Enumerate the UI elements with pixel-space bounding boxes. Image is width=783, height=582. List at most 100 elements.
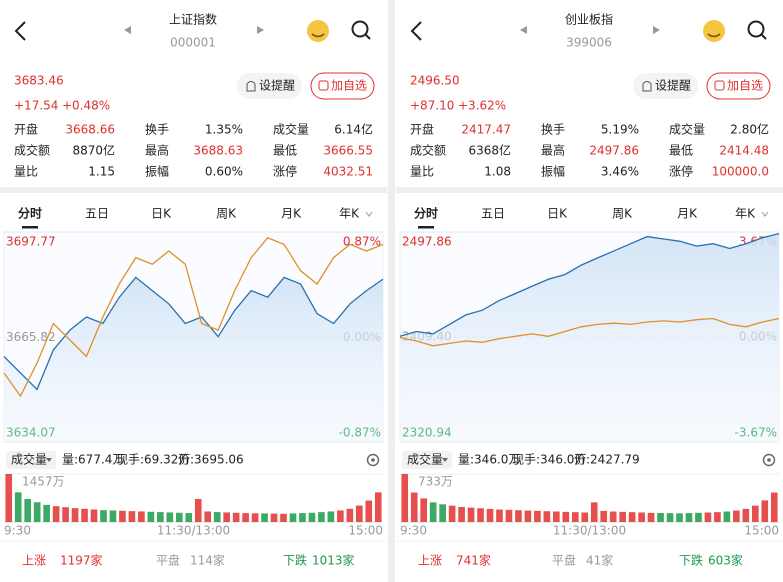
volume-bar	[128, 511, 136, 522]
chart-tab[interactable]: 周K	[612, 207, 633, 221]
breadth-count: 1013家	[312, 553, 355, 568]
next-arrow[interactable]	[653, 26, 660, 34]
remind-button[interactable]	[633, 73, 698, 99]
volume-menu[interactable]	[402, 451, 452, 469]
average-line	[3, 237, 384, 398]
volume-bar	[147, 511, 155, 522]
volume-bar	[486, 508, 494, 522]
settings-icon-core	[371, 458, 375, 462]
volume-bar	[90, 509, 98, 522]
time-label: 11:30/13:00	[553, 524, 626, 538]
mascot-face	[311, 33, 325, 38]
chart-tab[interactable]: 日K	[547, 207, 568, 221]
volume-bar	[33, 502, 41, 522]
chart-tab[interactable]: 年K	[735, 207, 756, 221]
breadth-count: 41家	[586, 553, 613, 568]
chart-tab[interactable]: 五日	[85, 207, 109, 221]
active-tab-underline	[418, 226, 434, 229]
stat-label: 最高	[145, 143, 169, 158]
chart-tab[interactable]: 分时	[414, 206, 438, 221]
volume-bar	[439, 504, 446, 522]
search-icon[interactable]	[747, 20, 765, 38]
back-button[interactable]	[14, 21, 26, 41]
stat-label: 开盘	[14, 122, 38, 137]
volume-bar	[590, 502, 598, 522]
volume-bar	[638, 512, 645, 522]
volume-menu[interactable]	[6, 451, 56, 469]
volume-bar	[270, 513, 278, 522]
pct-axis-label: 0.87%	[343, 235, 381, 249]
breadth-count: 741家	[456, 553, 491, 568]
volume-bar	[194, 498, 202, 522]
search-icon[interactable]	[351, 20, 369, 38]
price: 3683.46	[14, 74, 64, 88]
stat-value: 6368亿	[468, 143, 511, 158]
mascot-icon[interactable]	[703, 20, 725, 42]
plus-icon	[714, 80, 725, 91]
volume-bar	[571, 512, 579, 522]
volume-current: 现手:69.32万	[116, 453, 190, 467]
price-axis-label: 3665.82	[6, 330, 56, 344]
active-tab-underline	[22, 226, 38, 229]
volume-bar	[289, 513, 297, 522]
volume-bar	[318, 512, 325, 522]
average-line	[399, 317, 780, 347]
watchlist-button[interactable]	[310, 72, 375, 100]
volume-bar	[761, 500, 769, 522]
stat-label: 开盘	[410, 122, 434, 137]
volume-bar	[204, 511, 212, 522]
volume-current: 现手:346.0万	[512, 453, 586, 467]
volume-bar	[280, 513, 287, 522]
watchlist-button[interactable]	[706, 72, 771, 100]
volume-bar	[695, 512, 702, 522]
price-change-pct: +3.62%	[458, 99, 506, 113]
volume-bar	[619, 511, 626, 522]
volume-bar	[327, 511, 335, 522]
mascot-icon[interactable]	[307, 20, 329, 42]
settings-icon[interactable]	[762, 453, 776, 467]
stat-value: 2417.47	[461, 123, 511, 137]
price-change: +17.54	[14, 99, 58, 113]
volume-menu-caret	[46, 458, 52, 462]
stat-value: 1.08	[484, 165, 511, 179]
volume-bar	[166, 512, 174, 522]
volume-bar	[420, 498, 428, 522]
chart-tab[interactable]: 日K	[151, 207, 172, 221]
volume-bar	[477, 508, 484, 522]
stat-label: 成交量	[273, 122, 309, 137]
volume-price: 价:2427.79	[574, 453, 640, 467]
volume-bar	[515, 510, 522, 522]
stat-value: 3668.66	[65, 123, 115, 137]
breadth-label: 上涨	[418, 553, 442, 568]
next-arrow[interactable]	[257, 26, 264, 34]
volume-bar	[213, 512, 221, 522]
volume-bar	[223, 512, 230, 522]
remind-button[interactable]	[237, 73, 302, 99]
volume-bar	[429, 502, 437, 522]
chart-tab[interactable]: 五日	[481, 207, 505, 221]
watchlist-label: 加自选	[331, 79, 367, 93]
plus-icon	[318, 80, 329, 91]
prev-arrow[interactable]	[124, 26, 131, 34]
breadth-label: 平盘	[552, 553, 576, 568]
stat-label: 最高	[541, 143, 565, 158]
chart-tab[interactable]: 月K	[281, 207, 302, 221]
volume-bar	[365, 500, 373, 522]
chart-tab[interactable]: 月K	[677, 207, 698, 221]
chart-tab[interactable]: 年K	[339, 207, 360, 221]
volume-bar	[109, 510, 117, 522]
volume-bar	[751, 505, 759, 522]
back-button[interactable]	[410, 21, 422, 41]
breadth-count: 114家	[190, 553, 225, 568]
prev-arrow[interactable]	[520, 26, 527, 34]
volume-bar	[242, 513, 249, 522]
stat-value: 6.14亿	[334, 122, 373, 137]
volume-bar	[355, 505, 363, 522]
chart-tab[interactable]: 分时	[18, 206, 42, 221]
settings-icon[interactable]	[366, 453, 380, 467]
volume-menu-caret	[442, 458, 448, 462]
volume-bar	[299, 513, 306, 522]
volume-bar	[524, 510, 532, 522]
chart-tab[interactable]: 周K	[216, 207, 237, 221]
